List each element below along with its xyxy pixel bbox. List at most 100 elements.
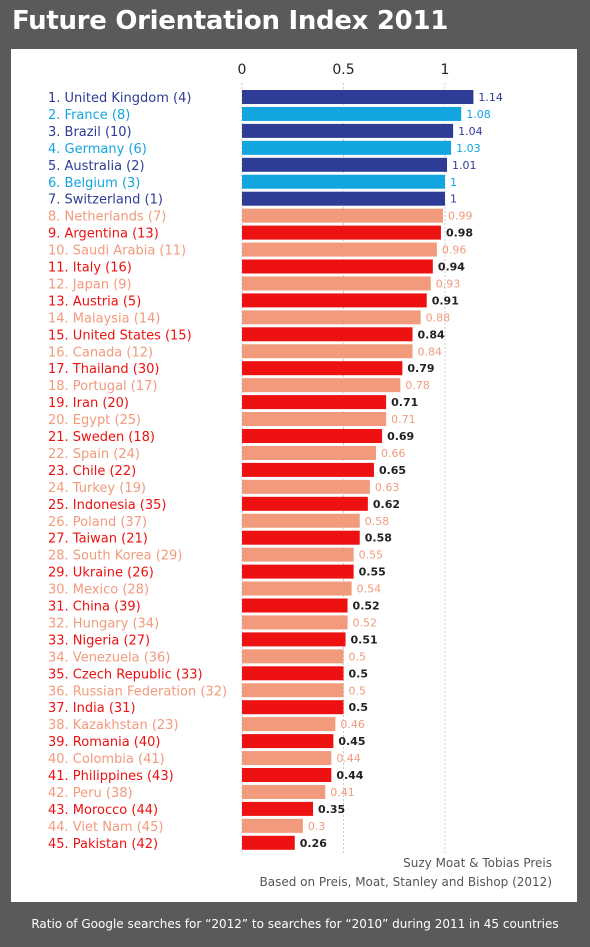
x-tick-label-0: 0 [238, 62, 247, 78]
value-label-26: 0.58 [365, 515, 390, 528]
x-tick-label-1: 0.5 [332, 62, 354, 78]
category-label-38: 38. Kazakhstan (23) [48, 718, 179, 733]
bar-21 [242, 429, 383, 443]
bar-44 [242, 818, 303, 833]
value-label-30: 0.54 [357, 583, 382, 596]
value-label-2: 1.08 [466, 108, 491, 121]
value-label-27: 0.58 [365, 532, 392, 545]
bar-25 [242, 496, 368, 511]
bar-26 [242, 513, 360, 528]
value-label-34: 0.5 [349, 650, 367, 663]
category-label-13: 13. Austria (5) [48, 294, 141, 309]
x-axis-ticks: 0 0.5 1 [238, 62, 450, 78]
category-label-25: 25. Indonesia (35) [48, 498, 167, 513]
value-label-25: 0.62 [373, 498, 400, 511]
category-label-19: 19. Iran (20) [48, 396, 129, 411]
bar-38 [242, 717, 336, 732]
bar-2 [242, 106, 462, 121]
chart-title: Future Orientation Index 2011 [12, 6, 449, 36]
category-label-29: 29. Ukraine (26) [48, 566, 154, 581]
category-label-27: 27. Taiwan (21) [48, 532, 148, 547]
value-label-37: 0.5 [349, 701, 369, 714]
bar-43 [242, 801, 314, 816]
bar-22 [242, 445, 376, 460]
bar-4 [242, 140, 452, 155]
value-label-10: 0.96 [442, 244, 467, 257]
bar-19 [242, 395, 387, 410]
bar-24 [242, 479, 370, 494]
value-label-9: 0.98 [446, 227, 473, 240]
category-label-44: 44. Viet Nam (45) [48, 820, 163, 835]
value-label-40: 0.44 [336, 752, 361, 765]
bar-23 [242, 462, 374, 477]
value-label-14: 0.88 [426, 311, 451, 324]
category-label-17: 17. Thailand (30) [48, 362, 159, 377]
value-label-12: 0.93 [436, 277, 461, 290]
bar-30 [242, 581, 352, 596]
value-label-15: 0.84 [418, 328, 445, 341]
value-label-43: 0.35 [318, 803, 345, 816]
bar-35 [242, 666, 344, 681]
category-label-12: 12. Japan (9) [48, 277, 132, 292]
bar-17 [242, 361, 403, 376]
credit-source: Based on Preis, Moat, Stanley and Bishop… [259, 875, 553, 889]
category-label-40: 40. Colombia (41) [48, 752, 165, 767]
value-label-17: 0.79 [407, 362, 434, 375]
category-label-41: 41. Philippines (43) [48, 769, 174, 784]
bar-29 [242, 564, 354, 579]
x-tick-label-2: 1 [441, 62, 450, 78]
bar-33 [242, 632, 346, 647]
bar-39 [242, 734, 334, 749]
value-label-41: 0.44 [336, 769, 363, 782]
category-label-39: 39. Romania (40) [48, 735, 160, 750]
category-label-30: 30. Mexico (28) [48, 583, 149, 598]
bar-7 [242, 191, 445, 206]
bar-11 [242, 259, 433, 274]
value-label-5: 1.01 [452, 159, 477, 172]
value-label-45: 0.26 [300, 837, 327, 850]
category-label-9: 9. Argentina (13) [48, 227, 159, 242]
category-label-1: 1. United Kingdom (4) [48, 91, 191, 106]
category-label-14: 14. Malaysia (14) [48, 311, 160, 326]
bar-8 [242, 208, 443, 223]
category-label-15: 15. United States (15) [48, 328, 192, 343]
value-label-32: 0.52 [353, 616, 378, 629]
credit-authors: Suzy Moat & Tobias Preis [403, 856, 552, 870]
bar-9 [242, 225, 441, 240]
bar-36 [242, 683, 344, 698]
bar-32 [242, 615, 348, 630]
bar-37 [242, 700, 344, 715]
value-label-7: 1 [450, 193, 457, 206]
category-label-18: 18. Portugal (17) [48, 379, 157, 394]
value-label-6: 1 [450, 176, 457, 189]
value-label-21: 0.69 [387, 430, 414, 443]
bar-27 [242, 530, 360, 545]
bar-14 [242, 310, 421, 325]
value-label-24: 0.63 [375, 481, 400, 494]
value-label-44: 0.3 [308, 820, 326, 833]
value-label-33: 0.51 [351, 633, 378, 646]
category-label-5: 5. Australia (2) [48, 159, 145, 174]
value-label-39: 0.45 [338, 735, 365, 748]
value-label-22: 0.66 [381, 447, 406, 460]
category-label-8: 8. Netherlands (7) [48, 210, 166, 225]
value-label-11: 0.94 [438, 261, 465, 274]
category-label-35: 35. Czech Republic (33) [48, 667, 203, 682]
category-label-20: 20. Egypt (25) [48, 413, 141, 428]
category-label-36: 36. Russian Federation (32) [48, 684, 227, 699]
value-label-4: 1.03 [456, 142, 481, 155]
category-label-43: 43. Morocco (44) [48, 803, 158, 818]
category-label-28: 28. South Korea (29) [48, 549, 182, 564]
bar-41 [242, 768, 332, 782]
bar-13 [242, 293, 427, 308]
category-label-7: 7. Switzerland (1) [48, 193, 163, 208]
value-label-28: 0.55 [359, 549, 384, 562]
bar-15 [242, 327, 413, 342]
category-label-22: 22. Spain (24) [48, 447, 140, 462]
category-label-45: 45. Pakistan (42) [48, 837, 158, 852]
bar-34 [242, 649, 344, 664]
value-label-8: 0.99 [448, 210, 473, 223]
value-label-20: 0.71 [391, 413, 416, 426]
value-label-16: 0.84 [418, 345, 443, 358]
value-label-31: 0.52 [353, 600, 380, 613]
